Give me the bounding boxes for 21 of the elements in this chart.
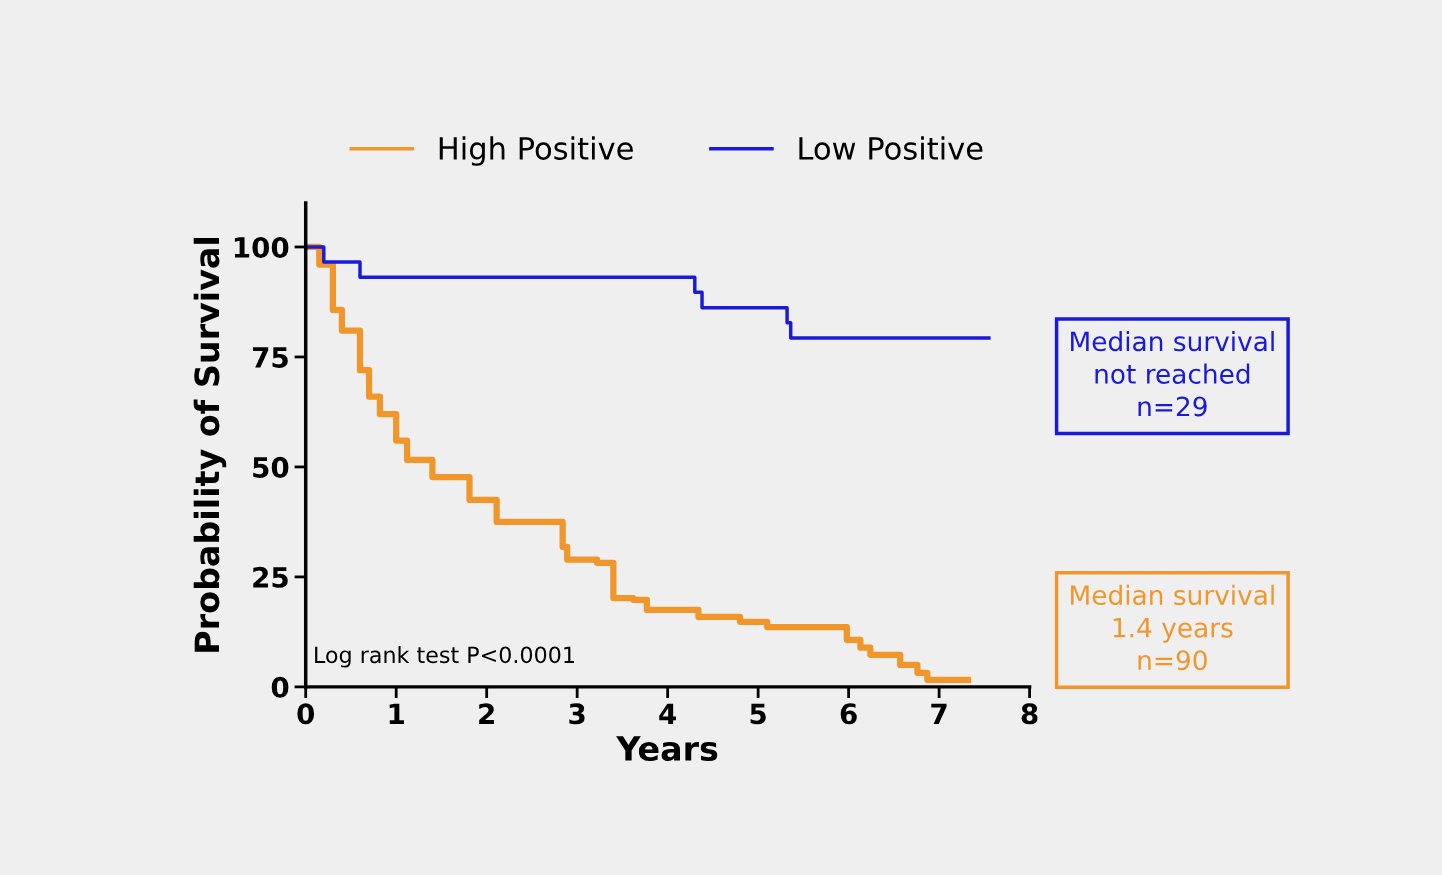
- y-axis-title: Probability of Survival: [193, 237, 227, 652]
- annotation: Log rank test P<0.0001: [315, 646, 574, 668]
- y-tick-label: 0: [271, 676, 289, 698]
- y-tick-label: 25: [253, 566, 288, 588]
- y-tick-label: 75: [252, 347, 288, 368]
- x-tick-label: 1: [389, 703, 404, 724]
- x-tick-label: 5: [750, 703, 766, 725]
- legend-label: High Positive: [439, 136, 633, 166]
- x-tick-label: 3: [569, 703, 585, 725]
- text: Median survival 1.4 years n=90: [1071, 584, 1274, 671]
- x-tick-label: 2: [479, 703, 494, 724]
- x-tick-label: 7: [931, 703, 947, 724]
- x-tick-label: 4: [659, 703, 677, 724]
- x-tick-label: 6: [840, 703, 857, 725]
- x-tick-label: 0: [297, 703, 315, 725]
- y-tick-label: 50: [253, 456, 289, 478]
- legend-label: Low Positive: [799, 136, 983, 160]
- x-axis-title: Years: [616, 736, 718, 762]
- x-tick-label: 8: [1021, 703, 1038, 725]
- text: Median survival not reached n=29: [1071, 330, 1274, 417]
- y-tick-label: 100: [234, 236, 289, 258]
